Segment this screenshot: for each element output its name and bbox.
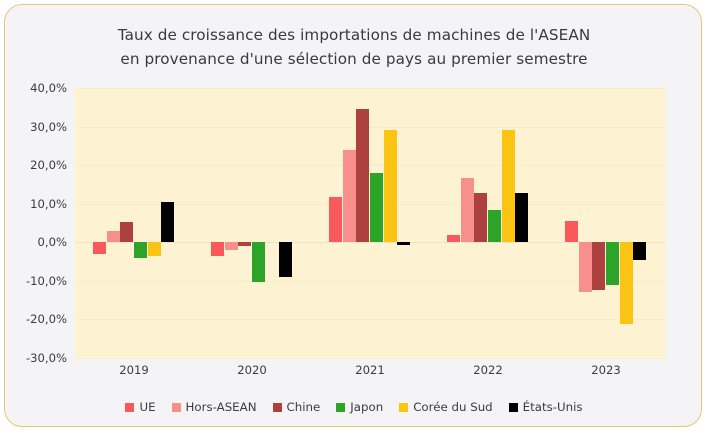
y-axis-labels: 40,0% 30,0% 20,0% 10,0% 0,0% -10,0% -20,0% -30,…	[5, 81, 67, 365]
bar	[238, 242, 252, 247]
bar	[370, 172, 383, 243]
bar	[592, 242, 606, 291]
bar	[342, 149, 356, 243]
gridline	[75, 165, 665, 167]
bar	[447, 235, 461, 243]
bar	[120, 222, 134, 243]
legend-swatch-icon	[125, 402, 135, 412]
x-axis-labels: 2019 2020 2021 2022 2023	[75, 363, 665, 383]
bar	[383, 130, 397, 243]
bar	[279, 242, 293, 277]
legend-item[interactable]: États-Unis	[508, 400, 583, 414]
legend-swatch-icon	[399, 402, 409, 412]
legend-label: UE	[139, 400, 156, 414]
bar	[515, 192, 529, 243]
zero-line	[75, 242, 665, 244]
y-axis-tick-label: 30,0%	[30, 119, 67, 134]
x-axis-tick-label: 2021	[355, 363, 385, 377]
gridline	[75, 280, 665, 282]
bar	[565, 220, 579, 243]
bar	[161, 201, 175, 243]
bar	[224, 242, 238, 250]
bar	[93, 242, 107, 254]
bar	[606, 242, 619, 286]
gridline	[75, 88, 665, 89]
bar	[397, 242, 411, 245]
legend-swatch-icon	[508, 402, 518, 412]
bar	[633, 242, 647, 261]
x-axis-tick-label: 2019	[119, 363, 149, 377]
legend-label: Hors-ASEAN	[185, 400, 257, 414]
y-axis-tick-label: 10,0%	[30, 196, 67, 211]
bar	[252, 242, 265, 283]
y-axis-tick-label: -30,0%	[25, 351, 67, 365]
y-axis-tick-label: 20,0%	[30, 158, 67, 173]
legend-label: Japon	[350, 400, 384, 414]
gridline	[75, 126, 665, 128]
bar	[211, 242, 225, 256]
legend-item[interactable]: Corée du Sud	[399, 400, 493, 414]
y-axis-tick-label: -10,0%	[25, 273, 67, 288]
chart-title-line-2: en provenance d'une sélection de pays au…	[120, 50, 588, 68]
bar	[619, 242, 633, 325]
legend-label: États-Unis	[522, 400, 583, 414]
legend-item[interactable]: Chine	[272, 400, 321, 414]
bar	[488, 209, 501, 243]
gridline	[75, 358, 665, 359]
chart-legend: UE Hors-ASEAN Chine Japon Corée du Sud États-…	[5, 400, 701, 414]
chart-title-line-1: Taux de croissance des importations de m…	[117, 26, 591, 44]
x-axis-tick-label: 2022	[473, 363, 503, 377]
bar	[356, 109, 370, 243]
x-axis-tick-label: 2023	[591, 363, 621, 377]
plot-area	[75, 88, 665, 359]
bar	[329, 196, 343, 243]
bar	[106, 231, 120, 243]
y-axis-tick-label: 0,0%	[37, 235, 67, 250]
bar	[474, 192, 488, 243]
x-axis-tick-label: 2020	[237, 363, 267, 377]
legend-label: Chine	[286, 400, 321, 414]
chart-title: Taux de croissance des importations de m…	[5, 23, 701, 71]
legend-item[interactable]: UE	[125, 400, 156, 414]
bar	[134, 242, 147, 259]
bar	[501, 130, 515, 243]
legend-swatch-icon	[336, 402, 346, 412]
y-axis-tick-label: 40,0%	[30, 81, 67, 95]
legend-label: Corée du Sud	[413, 400, 493, 414]
legend-swatch-icon	[171, 402, 181, 412]
bar	[460, 178, 474, 243]
legend-item[interactable]: Japon	[336, 400, 383, 414]
legend-item[interactable]: Hors-ASEAN	[171, 400, 257, 414]
bar	[147, 242, 161, 257]
chart-card: Taux de croissance des importations de m…	[4, 4, 702, 427]
y-axis-tick-label: -20,0%	[25, 312, 67, 327]
gridline	[75, 319, 665, 321]
bar	[578, 242, 592, 293]
legend-swatch-icon	[272, 402, 282, 412]
